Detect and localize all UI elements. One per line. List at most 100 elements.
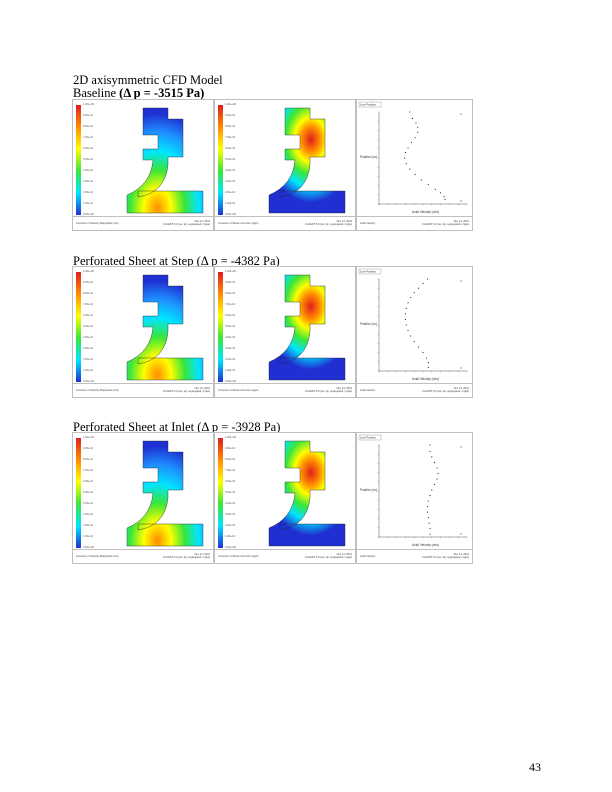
footer-fluent: FLUENT 6.0 (axi, dp, segregated, rngke) — [422, 390, 469, 394]
colorbar-tick-label: 2.00e-01 — [225, 358, 236, 361]
contour-footer-title: Contours of Velocity Magnitude (m/s) — [76, 389, 119, 392]
data-point — [414, 137, 416, 139]
data-point — [460, 367, 462, 369]
plot-footer: Axial Velocity Nov 14, 2001 FLUENT 6.0 (a… — [357, 216, 472, 230]
stream-contour-shape — [268, 107, 346, 214]
footer-fluent: FLUENT 6.0 (axi, dp, segregated, rngke) — [422, 223, 469, 227]
data-point — [407, 329, 409, 332]
stream-colorbar — [218, 105, 223, 215]
colorbar-labels: 1.00e+00 9.00e-01 8.00e-01 7.00e-01 6.00e-01… — [225, 270, 247, 384]
data-point — [404, 318, 406, 321]
data-point — [411, 117, 413, 119]
colorbar-tick-label: 1.00e+00 — [83, 103, 94, 106]
data-point — [434, 188, 436, 190]
legend-label: Line.Position — [360, 103, 376, 107]
colorbar-tick-label: 1.00e+00 — [225, 103, 236, 106]
stream-contour-plot — [268, 107, 346, 214]
colorbar-tick-label: 7.00e-01 — [225, 469, 236, 472]
stream-contour-panel: 1.00e+00 9.00e-01 8.00e-01 7.00e-01 6.00e-01… — [214, 99, 356, 231]
data-point — [429, 528, 431, 530]
velocity-contour-panel: 1.00e+00 9.00e-01 8.00e-01 7.00e-01 6.00e-01… — [72, 266, 214, 398]
data-point — [410, 335, 412, 337]
data-point — [429, 450, 431, 452]
data-point — [422, 352, 424, 354]
data-point — [433, 484, 435, 486]
contour-footer-info: Nov 14, 2001 FLUENT 6.0 (axi, dp, segrega… — [305, 387, 352, 393]
data-point — [425, 357, 428, 359]
colorbar-tick-label: 1.00e-01 — [83, 369, 94, 372]
contour-footer-info: Nov 14, 2001 FLUENT 6.0 (axi, dp, segrega… — [163, 553, 210, 559]
data-point — [405, 324, 407, 326]
stream-colorbar — [218, 272, 223, 382]
colorbar-tick-label: 4.00e-01 — [225, 169, 236, 172]
colorbar-tick-label: 9.00e-01 — [83, 281, 94, 284]
colorbar-tick-label: 5.00e-01 — [225, 491, 236, 494]
legend-box — [358, 434, 382, 441]
colorbar-tick-label: 9.00e-01 — [225, 447, 236, 450]
footer-date: Nov 14, 2001 — [453, 553, 469, 556]
stream-contour-panel: 1.00e+00 9.00e-01 8.00e-01 7.00e-01 6.00e-01… — [214, 432, 356, 564]
colorbar-tick-label: 4.00e-01 — [83, 169, 94, 172]
colorbar-tick-label: 8.00e-01 — [225, 458, 236, 461]
data-point — [418, 346, 420, 348]
colorbar-tick-label: 0.00e+00 — [225, 380, 236, 383]
colorbar-tick-label: 8.00e-01 — [225, 125, 236, 128]
contour-footer-info: Nov 14, 2001 FLUENT 6.0 (axi, dp, segrega… — [305, 220, 352, 226]
colorbar-tick-label: 2.00e-01 — [225, 191, 236, 194]
colorbar-tick-label: 7.00e-01 — [225, 136, 236, 139]
colorbar-tick-label: 7.00e-01 — [225, 303, 236, 306]
colorbar-tick-label: 3.00e-01 — [83, 180, 94, 183]
axial-velocity-plot: Line.Position Position (m) Axial Velocity … — [358, 101, 468, 214]
contour-footer-title: Contours of Stream Function (kg/s) — [218, 222, 259, 225]
data-point — [407, 302, 409, 304]
colorbar-tick-label: 2.00e-01 — [83, 358, 94, 361]
colorbar-labels: 1.00e+00 9.00e-01 8.00e-01 7.00e-01 6.00e-01… — [83, 270, 105, 384]
colorbar-tick-label: 5.00e-01 — [83, 158, 94, 161]
data-point — [440, 192, 442, 194]
section-title-text: Perforated Sheet at Inlet (Δ p = -3928 P… — [73, 420, 281, 434]
stream-contour-shape — [268, 274, 346, 381]
colorbar-tick-label: 6.00e-01 — [225, 314, 236, 317]
velocity-contour-shape — [126, 440, 204, 547]
colorbar-tick-label: 1.00e+00 — [225, 270, 236, 273]
velocity-contour-plot — [126, 107, 204, 214]
data-point — [426, 511, 428, 513]
footer-fluent: FLUENT 6.0 (axi, dp, segregated, rngke) — [305, 223, 352, 227]
colorbar-tick-label: 9.00e-01 — [225, 281, 236, 284]
data-point — [415, 122, 417, 124]
data-point — [413, 292, 415, 294]
colorbar-tick-label: 1.00e-01 — [225, 202, 236, 205]
data-point — [405, 162, 407, 165]
colorbar-tick-label: 0.00e+00 — [83, 546, 94, 549]
contour-footer-title: Contours of Velocity Magnitude (m/s) — [76, 555, 119, 558]
colorbar-tick-label: 5.00e-01 — [225, 325, 236, 328]
colorbar-tick-label: 2.00e-01 — [225, 524, 236, 527]
section-title-step: Perforated Sheet at Step (Δ p = -4382 Pa… — [73, 254, 280, 268]
plot-footer-info: Nov 14, 2001 FLUENT 6.0 (axi, dp, segrega… — [422, 220, 469, 226]
data-point — [460, 280, 462, 282]
data-point — [417, 127, 419, 129]
data-point — [427, 184, 429, 186]
plot-footer-title: Axial Velocity — [360, 222, 376, 225]
colorbar-tick-label: 6.00e-01 — [225, 147, 236, 150]
footer-fluent: FLUENT 6.0 (axi, dp, segregated, rngke) — [163, 390, 210, 394]
data-point — [443, 196, 445, 198]
stream-colorbar — [218, 438, 223, 548]
data-point — [403, 157, 406, 159]
data-point — [422, 283, 424, 285]
colorbar-tick-label: 1.00e+00 — [83, 270, 94, 273]
data-point — [429, 495, 431, 497]
footer-fluent: FLUENT 6.0 (axi, dp, segregated, rngke) — [305, 390, 352, 394]
section-title-text: Baseline — [73, 86, 120, 100]
stream-contour-plot — [268, 440, 346, 547]
legend-box — [358, 268, 382, 275]
section-title-baseline: Baseline (Δ p = -3515 Pa) — [73, 86, 204, 100]
colorbar-tick-label: 7.00e-01 — [83, 469, 94, 472]
colorbar-tick-label: 9.00e-01 — [83, 447, 94, 450]
colorbar-tick-label: 4.00e-01 — [225, 336, 236, 339]
contour-footer: Contours of Velocity Magnitude (m/s) Nov… — [73, 216, 213, 230]
contour-footer-title: Contours of Stream Function (kg/s) — [218, 389, 259, 392]
x-axis-label: Axial Velocity (m/s) — [412, 377, 439, 381]
data-point — [444, 198, 446, 200]
colorbar-tick-label: 8.00e-01 — [83, 125, 94, 128]
